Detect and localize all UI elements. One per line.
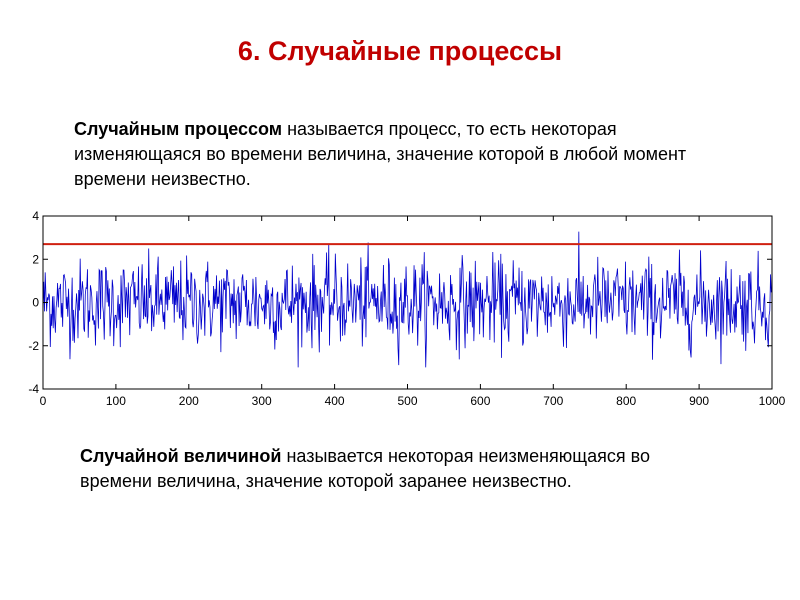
y-tick-label: 0: [32, 296, 39, 310]
y-tick-label: 2: [32, 252, 39, 266]
x-tick-label: 100: [106, 394, 126, 408]
x-tick-label: 400: [325, 394, 345, 408]
term-random-process: Случайным процессом: [74, 119, 283, 139]
x-tick-label: 800: [616, 394, 636, 408]
random-process-series: [42, 231, 772, 368]
term-random-variable: Случайной величиной: [80, 446, 282, 466]
random-process-chart: 0 100 200 300 400 500 600 700 800 900 1000 -4 -2 0 2 4: [28, 209, 785, 408]
definition-random-variable: Случайной величиной называется некоторая…: [80, 444, 720, 494]
x-tick-label: 200: [179, 394, 199, 408]
plot-area: [42, 231, 772, 368]
slide-title: 6. Случайные процессы: [237, 36, 563, 66]
y-tick-label: -4: [28, 382, 39, 396]
x-tick-label: 1000: [759, 394, 786, 408]
x-tick-label: 700: [543, 394, 563, 408]
x-tick-label: 900: [689, 394, 709, 408]
definition-random-process: Случайным процессом называется процесс, …: [74, 117, 734, 192]
y-tick-label: 4: [32, 209, 39, 223]
x-tick-label: 0: [40, 394, 47, 408]
x-tick-label: 300: [252, 394, 272, 408]
x-tick-label: 500: [397, 394, 417, 408]
y-tick-label: -2: [28, 339, 39, 353]
definition-random-variable-text: называется некоторая неизменяющаяся во в…: [80, 446, 650, 491]
definition-random-process-text: называется процесс, то есть некоторая из…: [74, 119, 687, 189]
axes: 0 100 200 300 400 500 600 700 800 900 1000 -4 -2 0 2 4: [28, 209, 785, 408]
x-tick-label: 600: [470, 394, 490, 408]
